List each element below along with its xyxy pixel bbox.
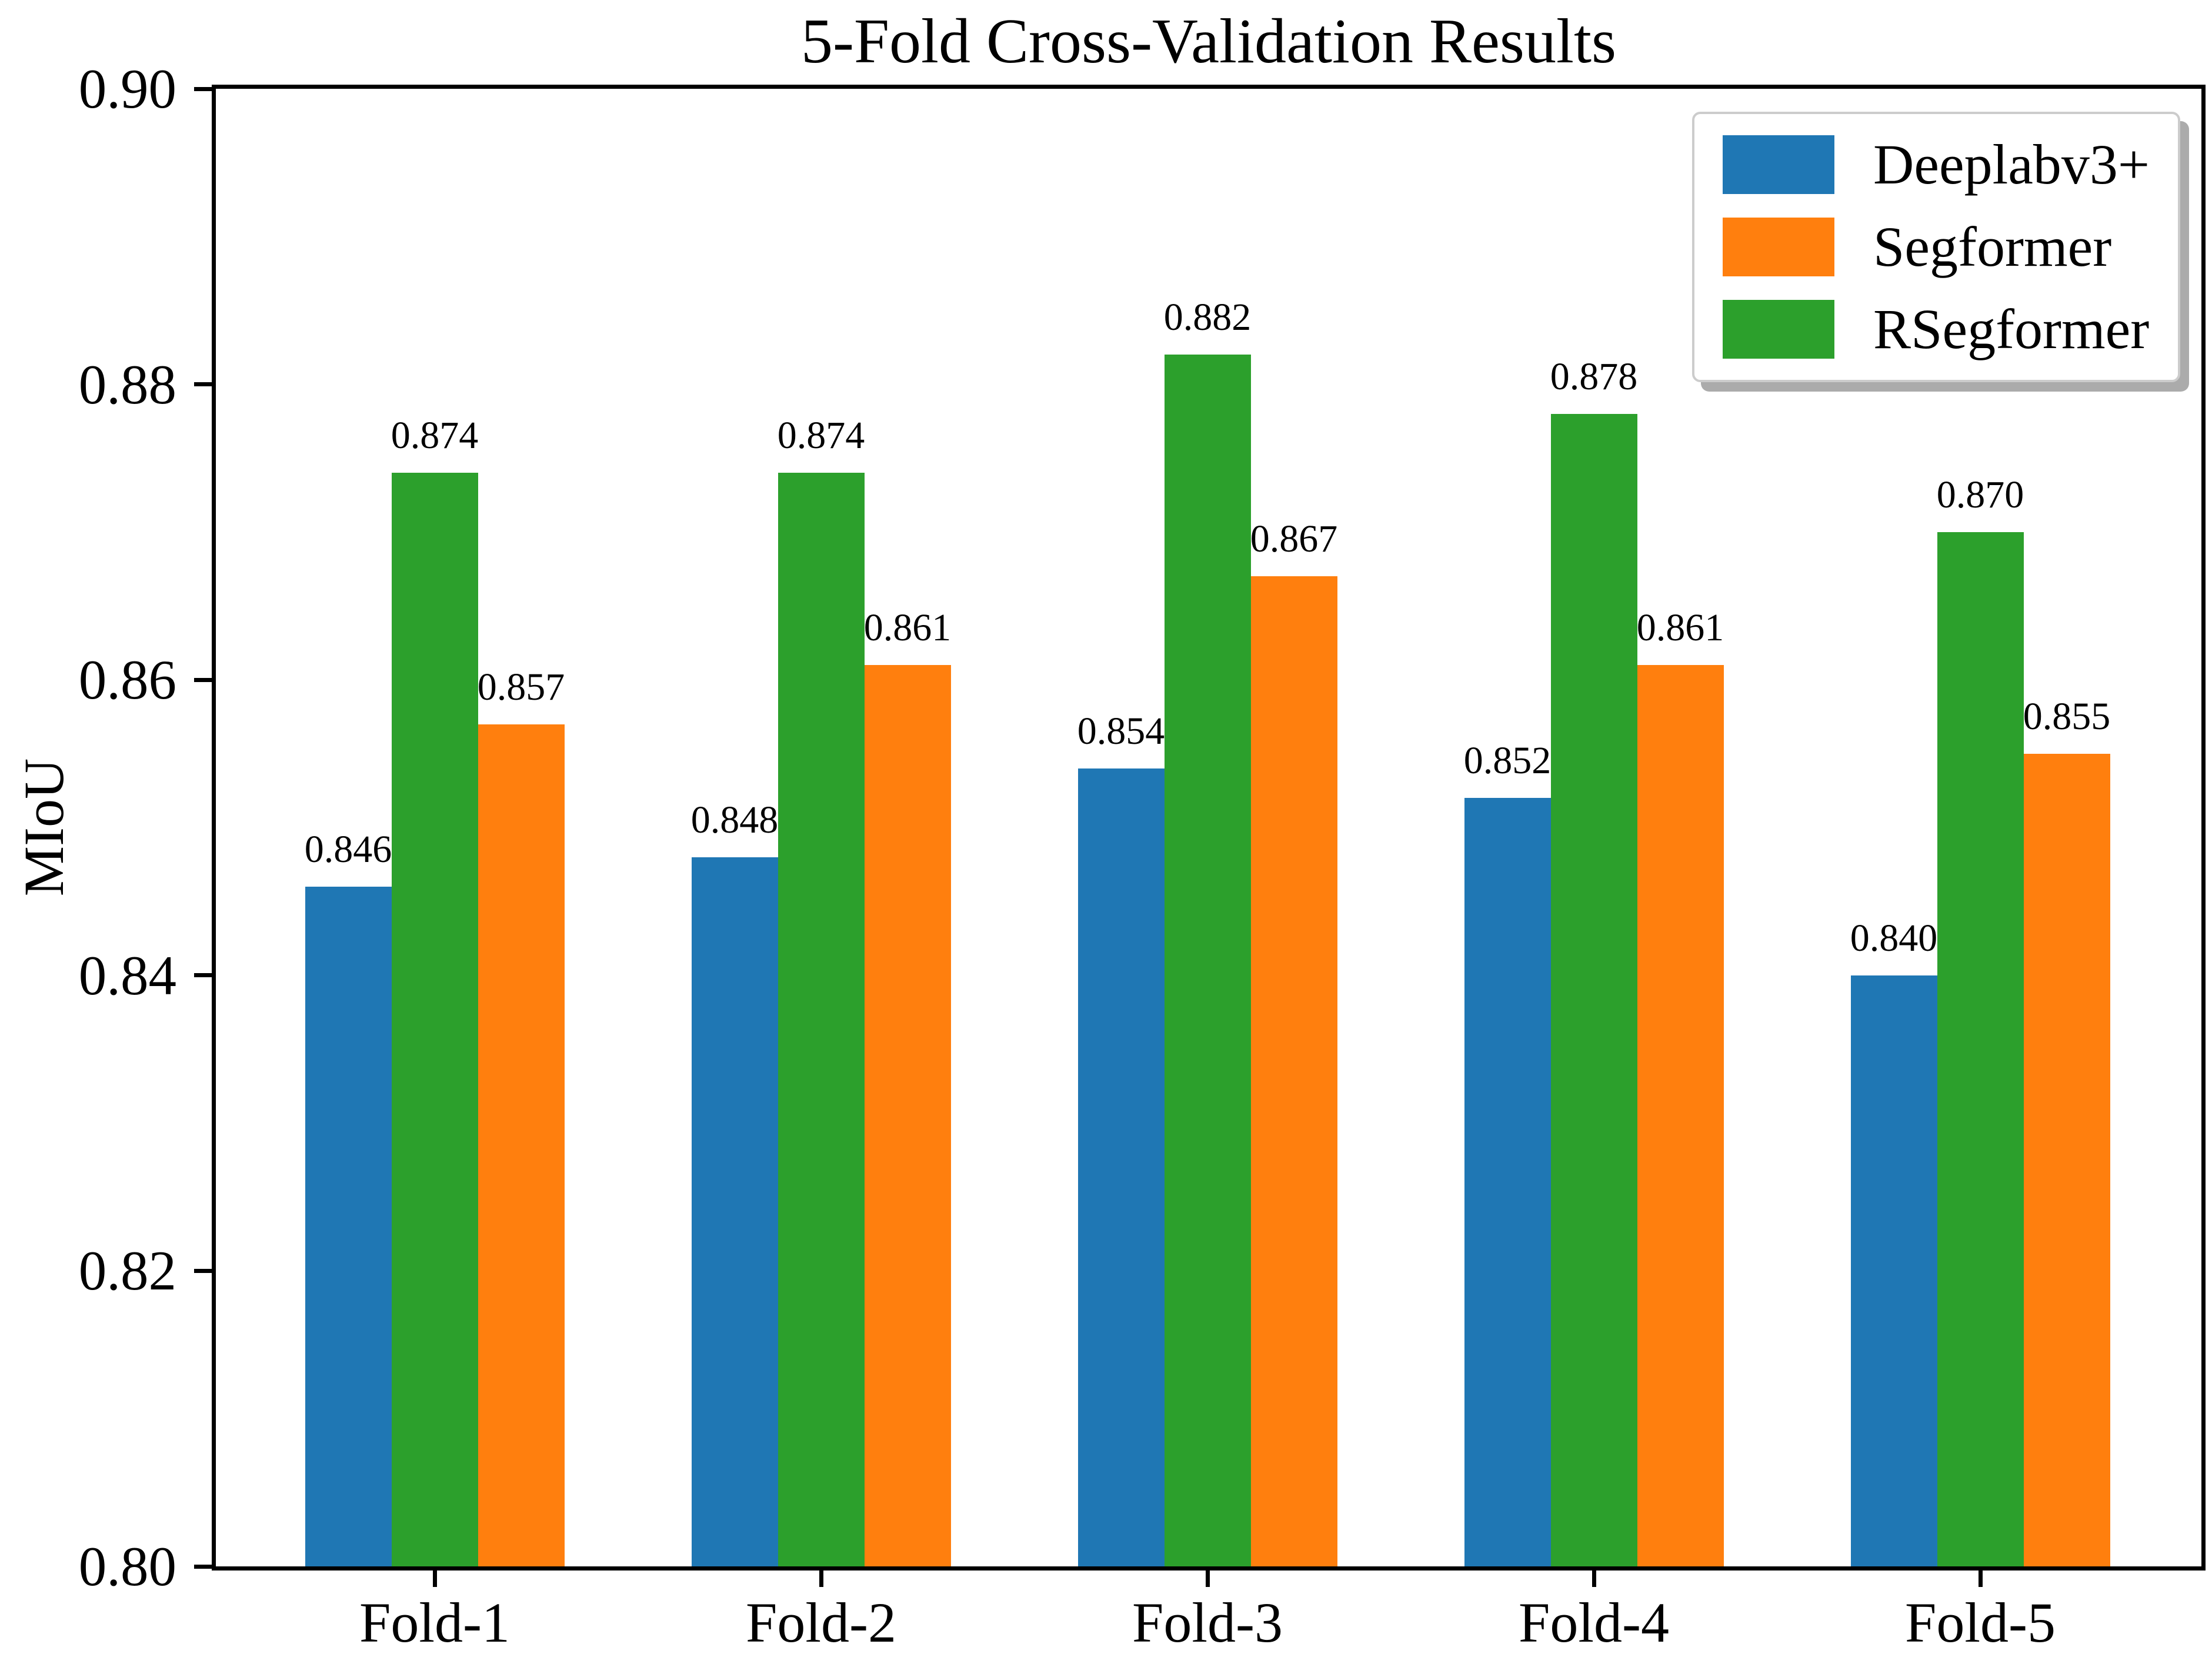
legend-swatch-rsegformer-icon [1723,300,1835,359]
bar-rsegformer-fold-4 [1550,413,1637,1566]
bar-value-label: 0.846 [304,828,392,871]
x-tick-label: Fold-1 [359,1591,511,1654]
x-tick-mark [1205,1571,1210,1587]
bar-value-label: 0.867 [1250,517,1338,561]
y-tick-label: 0.86 [78,649,176,711]
legend-item: RSegformer [1723,300,2150,359]
y-tick-mark [194,1564,212,1569]
bar-rsegformer-fold-2 [778,473,865,1566]
y-tick-label: 0.84 [78,944,176,1007]
y-tick-mark [194,677,212,682]
bar-value-label: 0.854 [1077,709,1165,753]
bar-value-label: 0.870 [1936,473,2024,516]
bar-value-label: 0.861 [1636,606,1724,650]
bar-value-label: 0.874 [777,414,865,457]
bar-value-label: 0.882 [1163,296,1252,339]
x-tick-mark [1592,1571,1596,1587]
x-tick-label: Fold-3 [1132,1591,1283,1654]
bar-rsegformer-fold-1 [391,473,478,1566]
y-tick-mark [194,86,212,91]
legend-item: Segformer [1723,218,2150,276]
x-tick-label: Fold-4 [1518,1591,1670,1654]
y-tick-mark [194,382,212,387]
bar-deeplabv3-fold-3 [1077,768,1165,1566]
chart-title: 5-Fold Cross-Validation Results [800,6,1617,76]
bar-deeplabv3-fold-4 [1464,798,1551,1566]
y-tick-label: 0.88 [78,353,176,416]
bar-value-label: 0.857 [477,665,565,709]
bar-value-label: 0.878 [1550,355,1638,398]
legend-swatch-segformer-icon [1723,218,1835,276]
bar-segformer-fold-4 [1637,665,1724,1566]
legend-item: Deeplabv3+ [1723,135,2150,194]
legend-label: Deeplabv3+ [1873,133,2150,196]
y-tick-mark [194,1268,212,1273]
bar-rsegformer-fold-3 [1164,355,1251,1566]
bar-rsegformer-fold-5 [1937,532,2024,1566]
x-tick-mark [819,1571,823,1587]
bar-value-label: 0.874 [391,414,479,457]
x-tick-mark [432,1571,437,1587]
y-tick-mark [194,973,212,978]
legend-label: Segformer [1873,215,2112,278]
bar-deeplabv3-fold-2 [691,857,778,1566]
x-tick-mark [1978,1571,1983,1587]
bar-value-label: 0.840 [1850,916,1938,960]
y-tick-label: 0.90 [78,58,176,120]
bar-segformer-fold-2 [864,665,951,1566]
bar-segformer-fold-5 [2023,753,2110,1566]
bar-deeplabv3-fold-5 [1850,975,1937,1566]
legend-swatch-deeplabv3-icon [1723,135,1835,194]
bar-segformer-fold-3 [1250,576,1337,1566]
x-tick-label: Fold-2 [745,1591,897,1654]
bar-value-label: 0.852 [1463,739,1552,783]
bar-value-label: 0.855 [2023,694,2111,738]
bar-value-label: 0.848 [690,798,779,841]
y-tick-label: 0.82 [78,1239,176,1302]
bar-segformer-fold-1 [478,724,565,1566]
x-tick-label: Fold-5 [1904,1591,2056,1654]
y-axis-label: MIoU [12,758,75,897]
legend: Deeplabv3+ Segformer RSegformer [1692,112,2180,382]
legend-label: RSegformer [1873,298,2150,360]
bar-value-label: 0.861 [863,606,952,650]
bar-deeplabv3-fold-1 [305,887,392,1566]
y-tick-label: 0.80 [78,1535,176,1598]
